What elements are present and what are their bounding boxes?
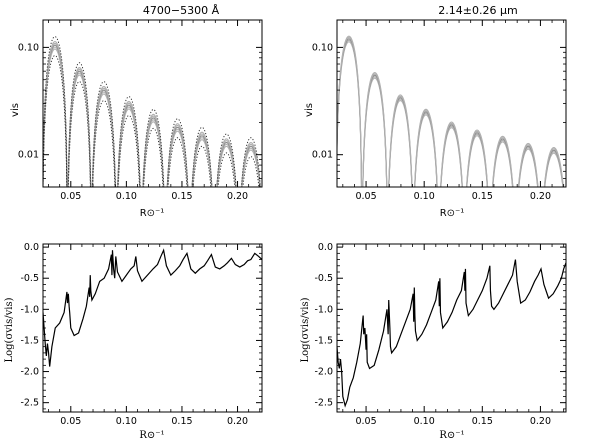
- axes-frame: [336, 19, 567, 188]
- series-line-model: [337, 39, 564, 187]
- x-tick-label: 0.15: [171, 416, 192, 427]
- y-tick-label: -2.0: [20, 367, 39, 378]
- series-line-model: [43, 40, 261, 187]
- series-line-model: [337, 38, 564, 187]
- y-tick-label: -1.5: [314, 335, 333, 346]
- y-tick-label: 0.10: [312, 42, 333, 53]
- x-tick-label: 0.15: [472, 416, 493, 427]
- panel-title: 4700−5300 Å: [143, 4, 220, 17]
- series-line-model: [43, 46, 261, 187]
- series-line-model: [337, 41, 564, 187]
- x-tick-label: 0.20: [227, 191, 248, 202]
- y-axis-label: Log(σvis/vis): [4, 297, 15, 362]
- panel-error-optical: Log(σvis/vis) R⊙⁻¹ 0.05 0.10 0.15 0.20 0.0 -0…: [4, 242, 263, 441]
- y-axis-label: Log(σvis/vis): [300, 297, 311, 362]
- panel-visibility-infrared: 2.14±0.26 μm vis R⊙⁻¹ 0.05 0.10 0.15 0.200.…: [304, 4, 567, 219]
- x-tick-label: 0.20: [530, 416, 551, 427]
- x-tick-label: 0.10: [116, 191, 137, 202]
- curves: [43, 248, 262, 367]
- series-line-model: [43, 48, 261, 187]
- y-tick-label: -1.0: [314, 304, 333, 315]
- axes-frame: [42, 19, 263, 188]
- panel-visibility-optical: 4700−5300 Å vis R⊙⁻¹ 0.05 0.10 0.15 0.200.0…: [10, 4, 263, 219]
- y-tick-label: -2.0: [314, 367, 333, 378]
- y-tick-label: -0.5: [314, 273, 333, 284]
- x-tick-label: 0.15: [171, 191, 192, 202]
- series-line-model: [337, 35, 564, 187]
- x-axis-label: R⊙⁻¹: [140, 208, 165, 219]
- series-line-dotted: [43, 36, 261, 187]
- plot-area: 0.05 0.10 0.15 0.20 0.0 -0.5 -1.0 -1.5 -2.0 -2.5: [20, 242, 263, 427]
- y-tick-label: 0.01: [18, 150, 39, 161]
- x-axis-label: R⊙⁻¹: [139, 430, 164, 441]
- x-tick-label: 0.15: [472, 191, 493, 202]
- curves: [43, 36, 261, 187]
- x-axis-label: R⊙⁻¹: [440, 208, 465, 219]
- series-line-model: [43, 42, 261, 187]
- x-axis-label: R⊙⁻¹: [439, 430, 464, 441]
- series-line-dotted: [43, 55, 260, 187]
- series-line-error: [43, 248, 262, 367]
- x-tick-label: 0.10: [414, 191, 435, 202]
- panel-error-infrared: Log(σvis/vis) R⊙⁻¹ 0.05 0.10 0.15 0.20 0.0 -0…: [300, 242, 567, 441]
- y-tick-label: 0.10: [18, 42, 39, 53]
- y-tick-label: -2.5: [20, 398, 39, 409]
- y-tick-label: 0.0: [318, 242, 333, 253]
- y-tick-label: 0.01: [312, 150, 333, 161]
- plot-area: 0.05 0.10 0.15 0.20 0.01 0.10: [18, 19, 263, 202]
- panel-title: 2.14±0.26 μm: [438, 4, 517, 17]
- plot-area: 0.05 0.10 0.15 0.20 0.01 0.10: [312, 19, 567, 202]
- x-tick-label: 0.05: [60, 416, 81, 427]
- x-tick-label: 0.10: [116, 416, 137, 427]
- y-tick-label: -2.5: [314, 398, 333, 409]
- y-axis-label: vis: [304, 103, 315, 117]
- x-tick-label: 0.20: [530, 191, 551, 202]
- x-tick-label: 0.10: [414, 416, 435, 427]
- y-axis-label: vis: [10, 103, 21, 117]
- y-tick-label: -0.5: [20, 273, 39, 284]
- y-tick-label: -1.0: [20, 304, 39, 315]
- series-line-model: [337, 36, 564, 187]
- x-tick-label: 0.20: [227, 416, 248, 427]
- y-tick-label: -1.5: [20, 335, 39, 346]
- y-tick-label: 0.0: [24, 242, 39, 253]
- x-tick-label: 0.05: [355, 416, 376, 427]
- x-tick-label: 0.05: [355, 191, 376, 202]
- curves: [337, 259, 566, 408]
- axes-frame: [336, 243, 567, 413]
- curves: [337, 35, 564, 187]
- series-line-error: [337, 259, 566, 408]
- x-tick-label: 0.05: [60, 191, 81, 202]
- plot-area: 0.05 0.10 0.15 0.20 0.0 -0.5 -1.0 -1.5 -2.0 -2.5: [314, 242, 567, 427]
- series-line-model: [43, 44, 261, 187]
